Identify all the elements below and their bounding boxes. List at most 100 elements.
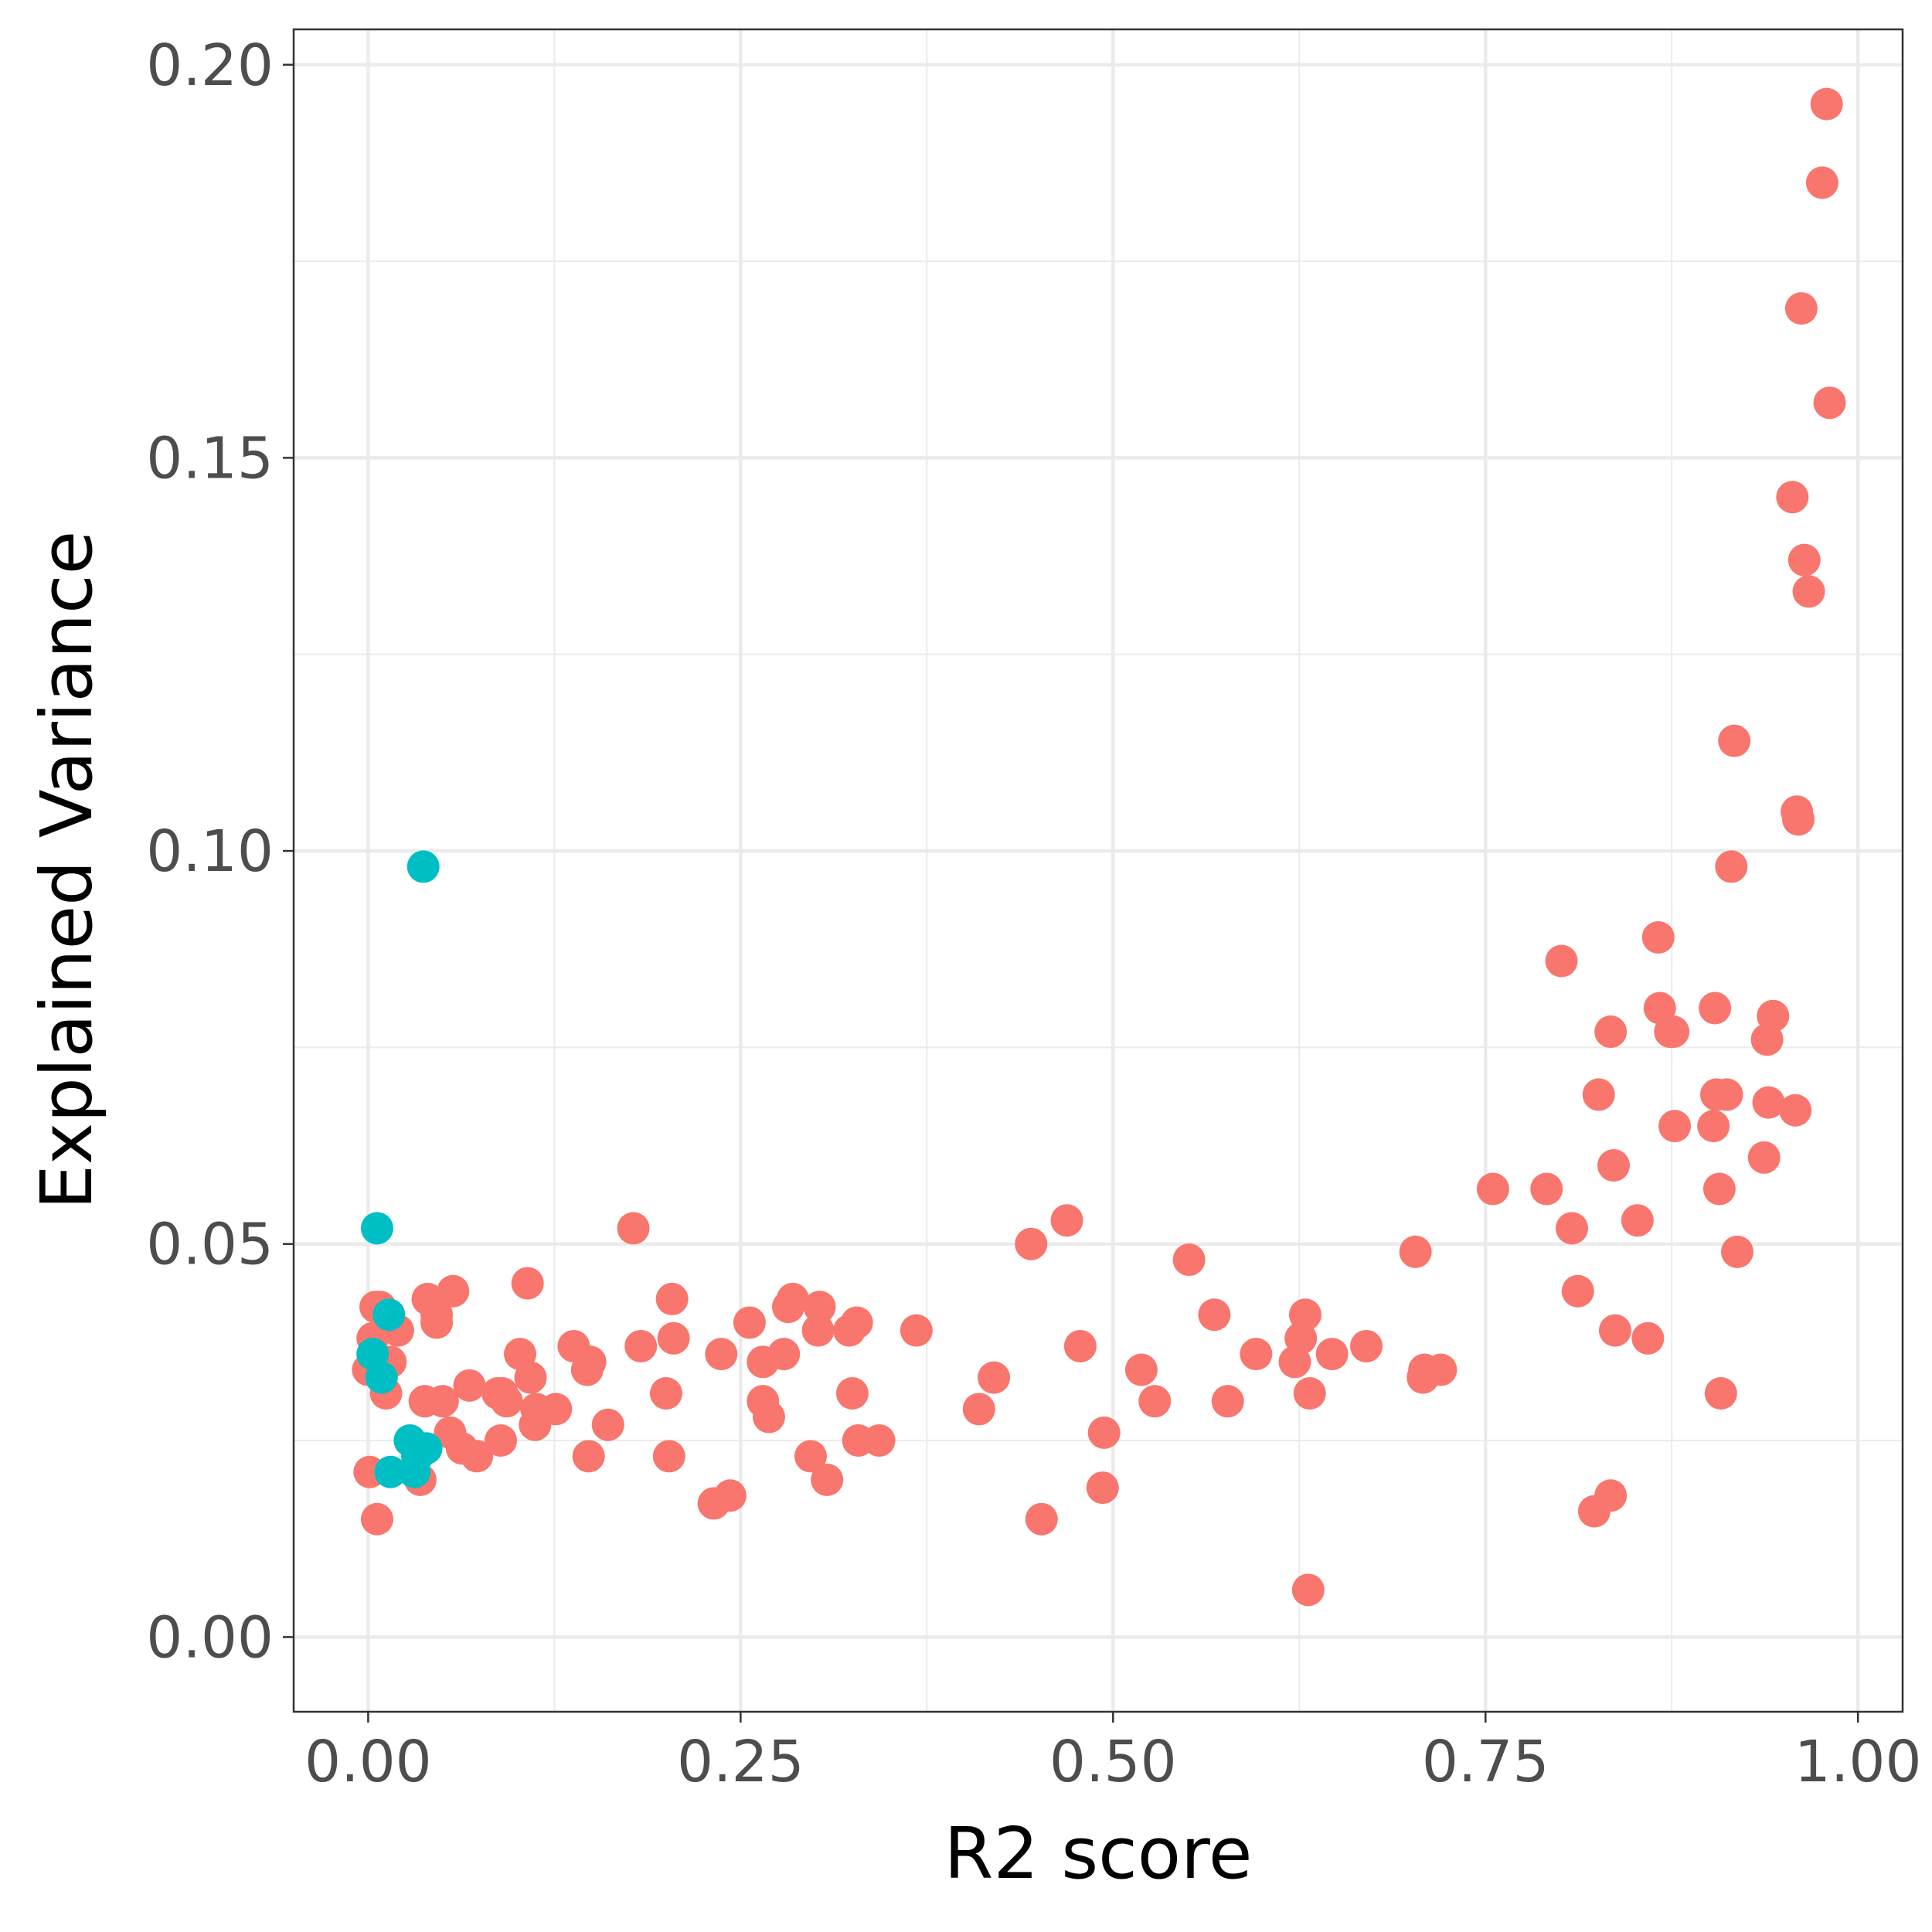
- data-points: [352, 87, 1846, 1607]
- data-point-group-2: [365, 1361, 398, 1394]
- data-point-group-1: [697, 1487, 730, 1520]
- data-point-group-1: [437, 1274, 470, 1308]
- data-point-group-1: [1747, 1141, 1781, 1174]
- data-point-group-1: [962, 1393, 995, 1426]
- data-point-group-1: [1240, 1338, 1273, 1371]
- data-point-group-1: [1779, 1094, 1812, 1127]
- data-point-group-1: [649, 1376, 682, 1410]
- data-point-group-1: [1641, 920, 1675, 954]
- data-point-group-1: [1710, 1078, 1743, 1111]
- data-point-group-1: [840, 1306, 873, 1339]
- data-point-group-1: [1399, 1235, 1432, 1268]
- data-point-group-1: [1211, 1385, 1244, 1418]
- data-point-group-1: [461, 1440, 494, 1473]
- data-point-group-1: [1476, 1172, 1509, 1206]
- data-point-group-1: [624, 1329, 658, 1362]
- x-axis-title: R2 score: [944, 1812, 1253, 1895]
- data-point-group-1: [1621, 1204, 1654, 1237]
- data-point-group-1: [490, 1385, 523, 1418]
- data-point-group-1: [1750, 1023, 1784, 1056]
- data-point-group-1: [733, 1306, 766, 1339]
- data-point-group-1: [1198, 1298, 1231, 1332]
- data-point-group-1: [657, 1321, 690, 1355]
- data-point-group-1: [1792, 575, 1825, 608]
- y-tick-label: 0.05: [146, 1212, 274, 1278]
- data-point-group-1: [453, 1369, 486, 1402]
- data-point-group-1: [1810, 87, 1843, 121]
- data-point-group-1: [1138, 1385, 1172, 1418]
- x-tick-label: 0.75: [1422, 1729, 1549, 1795]
- data-point-group-1: [1784, 292, 1818, 325]
- major-gridlines: [294, 29, 1903, 1712]
- data-point-group-1: [1813, 386, 1846, 420]
- data-point-group-1: [1582, 1078, 1615, 1111]
- data-point-group-1: [572, 1440, 605, 1473]
- data-point-group-1: [1657, 1015, 1690, 1049]
- plot-panel: [294, 29, 1903, 1712]
- data-point-group-1: [511, 1267, 544, 1300]
- data-point-group-1: [811, 1463, 844, 1496]
- data-point-group-1: [519, 1408, 552, 1441]
- data-point-group-1: [1631, 1321, 1665, 1355]
- data-point-group-1: [1063, 1329, 1097, 1362]
- data-point-group-1: [835, 1376, 869, 1410]
- data-point-group-1: [1752, 1086, 1785, 1119]
- data-point-group-1: [1697, 1110, 1730, 1143]
- data-point-group-1: [1530, 1172, 1563, 1206]
- data-point-group-1: [1658, 1110, 1692, 1143]
- data-point-group-1: [1699, 992, 1732, 1025]
- data-point-group-1: [360, 1502, 393, 1536]
- data-point-group-1: [747, 1345, 780, 1379]
- data-point-group-1: [1721, 1235, 1754, 1268]
- data-point-group-1: [1315, 1338, 1349, 1371]
- data-point-group-1: [1025, 1502, 1058, 1536]
- data-point-group-1: [420, 1306, 454, 1339]
- data-point-group-1: [1406, 1361, 1440, 1394]
- data-point-group-1: [862, 1424, 896, 1458]
- y-tick-label: 0.00: [146, 1604, 274, 1671]
- data-point-group-1: [1594, 1015, 1628, 1049]
- data-point-group-1: [652, 1440, 685, 1473]
- data-point-group-1: [655, 1282, 689, 1315]
- data-point-group-1: [705, 1338, 738, 1371]
- data-point-group-1: [1787, 543, 1821, 577]
- data-point-group-1: [1293, 1376, 1326, 1410]
- data-point-group-2: [374, 1455, 407, 1488]
- data-point-group-1: [484, 1424, 517, 1458]
- data-point-group-1: [978, 1361, 1011, 1394]
- data-point-group-1: [1594, 1479, 1628, 1512]
- data-point-group-1: [801, 1314, 835, 1347]
- data-point-group-1: [1124, 1353, 1158, 1386]
- x-tick-label: 0.25: [677, 1729, 804, 1795]
- axis-ticks: [283, 63, 1859, 1723]
- x-tick-label: 0.00: [304, 1729, 432, 1795]
- data-point-group-1: [1291, 1573, 1325, 1607]
- data-point-group-1: [1350, 1329, 1383, 1362]
- data-point-group-1: [1015, 1227, 1048, 1260]
- data-point-group-1: [1086, 1471, 1119, 1505]
- data-point-group-1: [794, 1440, 827, 1473]
- y-tick-label: 0.10: [146, 818, 274, 885]
- data-point-group-1: [1805, 166, 1838, 199]
- data-point-group-1: [1718, 724, 1751, 757]
- data-point-group-1: [1782, 803, 1815, 836]
- data-point-group-1: [570, 1353, 604, 1386]
- x-tick-labels: 0.00 0.25 0.50 0.75 1.00: [304, 1729, 1922, 1795]
- data-point-group-1: [1702, 1172, 1736, 1206]
- data-point-group-1: [1598, 1314, 1631, 1347]
- data-point-group-1: [772, 1291, 805, 1324]
- data-point-group-1: [1087, 1416, 1121, 1449]
- data-point-group-1: [1556, 1212, 1589, 1245]
- data-point-group-1: [900, 1314, 933, 1347]
- x-tick-label: 1.00: [1794, 1729, 1922, 1795]
- panel-border: [292, 28, 1904, 1713]
- data-point-group-2: [398, 1455, 431, 1488]
- data-point-group-1: [1715, 850, 1748, 883]
- data-point-group-1: [426, 1385, 459, 1418]
- data-point-group-1: [1545, 944, 1578, 978]
- y-tick-labels: 0.00 0.05 0.10 0.15 0.20: [146, 32, 274, 1672]
- data-point-group-1: [803, 1291, 836, 1324]
- data-point-group-1: [1597, 1148, 1631, 1182]
- data-point-group-1: [1278, 1345, 1311, 1379]
